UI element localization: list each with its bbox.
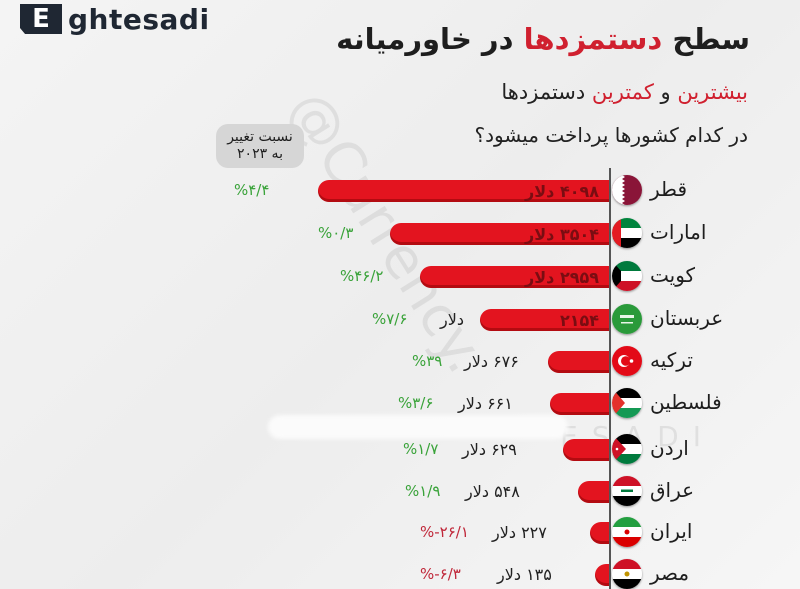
change-value: %۴/۴ [234, 181, 270, 199]
subtitle-part: و [653, 80, 678, 104]
wage-value: ۶۷۶ دلار [464, 352, 519, 371]
change-header-line2: به ۲۰۲۳ [237, 146, 283, 162]
wage-value: ۵۴۸ دلار [465, 482, 520, 501]
chart-row: %۰/۳ ۳۵۰۴ دلار امارات [0, 214, 800, 254]
chart-subtitle: بیشترین و کمترین دستمزدها [501, 80, 748, 104]
erased-area [268, 415, 568, 439]
title-part: در خاورمیانه [336, 22, 524, 56]
change-value: %۷/۶ [372, 310, 408, 328]
subtitle-part: دستمزدها [501, 80, 592, 104]
wage-label: ۲۱۵۴ [559, 310, 599, 330]
chart-row: %-۶/۳ ۱۳۵ دلار مصر [0, 555, 800, 589]
change-value: %۱/۹ [405, 482, 441, 500]
title-highlight: دستمزدها [523, 22, 663, 56]
wage-value: ۲۲۷ دلار [492, 523, 547, 542]
wage-bar [595, 564, 609, 586]
turkey-flag-icon [612, 346, 642, 376]
wage-label: ۳۵۰۴ دلار [525, 224, 599, 244]
title-part: سطح [662, 22, 750, 56]
saudi-flag-icon [612, 304, 642, 334]
chart-row: %۳/۶ ۶۶۱ دلار فلسطین [0, 384, 800, 424]
logo-mark: E [20, 4, 62, 34]
wage-label: ۴۰۹۸ دلار [525, 181, 599, 201]
change-value: %۳۹ [412, 352, 443, 370]
country-label: مصر [650, 561, 690, 585]
chart-row: %۴۶/۲ ۲۹۵۹ دلار کویت [0, 257, 800, 297]
chart-row: %۳۹ ۶۷۶ دلار ترکیه [0, 342, 800, 382]
qatar-flag-icon [612, 175, 642, 205]
wage-unit: دلار [440, 310, 464, 329]
wage-value: ۶۶۱ دلار [458, 394, 513, 413]
chart-title: سطح دستمزدها در خاورمیانه [336, 22, 750, 56]
country-label: عربستان [650, 306, 724, 330]
country-label: ترکیه [650, 348, 693, 372]
chart-row: %۷/۶ دلار ۲۱۵۴ عربستان [0, 300, 800, 340]
wage-value: ۶۲۹ دلار [462, 440, 517, 459]
change-value: %۴۶/۲ [340, 267, 384, 285]
change-value: %-۶/۳ [420, 565, 461, 583]
chart-row: %۴/۴ ۴۰۹۸ دلار قطر [0, 171, 800, 211]
change-value: %۱/۷ [403, 440, 439, 458]
country-label: کویت [650, 263, 696, 287]
wage-bar: ۴۰۹۸ دلار [318, 180, 609, 202]
change-value: %-۲۶/۱ [420, 523, 469, 541]
wage-bar: ۲۱۵۴ [480, 309, 609, 331]
country-label: ایران [650, 519, 693, 543]
change-value: %۳/۶ [398, 394, 434, 412]
kuwait-flag-icon [612, 261, 642, 291]
wage-bar: ۲۹۵۹ دلار [420, 266, 609, 288]
axis-line [609, 168, 611, 589]
jordan-flag-icon [612, 434, 642, 464]
egypt-flag-icon [612, 559, 642, 589]
chart-row: %-۲۶/۱ ۲۲۷ دلار ایران [0, 513, 800, 553]
wage-bar [578, 481, 609, 503]
country-label: اردن [650, 436, 689, 460]
wage-label: ۲۹۵۹ دلار [525, 267, 599, 287]
wage-bar [550, 393, 609, 415]
country-label: فلسطین [650, 390, 722, 414]
change-column-header: نسبت تغییر به ۲۰۲۳ [216, 124, 304, 168]
wage-value: ۱۳۵ دلار [497, 565, 552, 584]
brand-logo: E ghtesadi [20, 2, 210, 36]
iraq-flag-icon [612, 476, 642, 506]
wage-bar: ۳۵۰۴ دلار [390, 223, 609, 245]
chart-row: %۱/۷ ۶۲۹ دلار اردن [0, 430, 800, 470]
wage-bar [590, 522, 609, 544]
chart-question: در کدام کشورها پرداخت میشود؟ [474, 123, 748, 147]
logo-wordmark: ghtesadi [68, 2, 210, 36]
country-label: امارات [650, 220, 707, 244]
iran-flag-icon [612, 517, 642, 547]
wage-bar [563, 439, 609, 461]
subtitle-highlight: کمترین [591, 80, 654, 104]
subtitle-highlight: بیشترین [677, 80, 748, 104]
change-header-line1: نسبت تغییر [227, 129, 293, 145]
uae-flag-icon [612, 218, 642, 248]
country-label: قطر [650, 177, 688, 201]
change-value: %۰/۳ [318, 224, 354, 242]
chart-row: %۱/۹ ۵۴۸ دلار عراق [0, 472, 800, 512]
wage-bar [548, 351, 609, 373]
country-label: عراق [650, 478, 695, 502]
palestine-flag-icon [612, 388, 642, 418]
